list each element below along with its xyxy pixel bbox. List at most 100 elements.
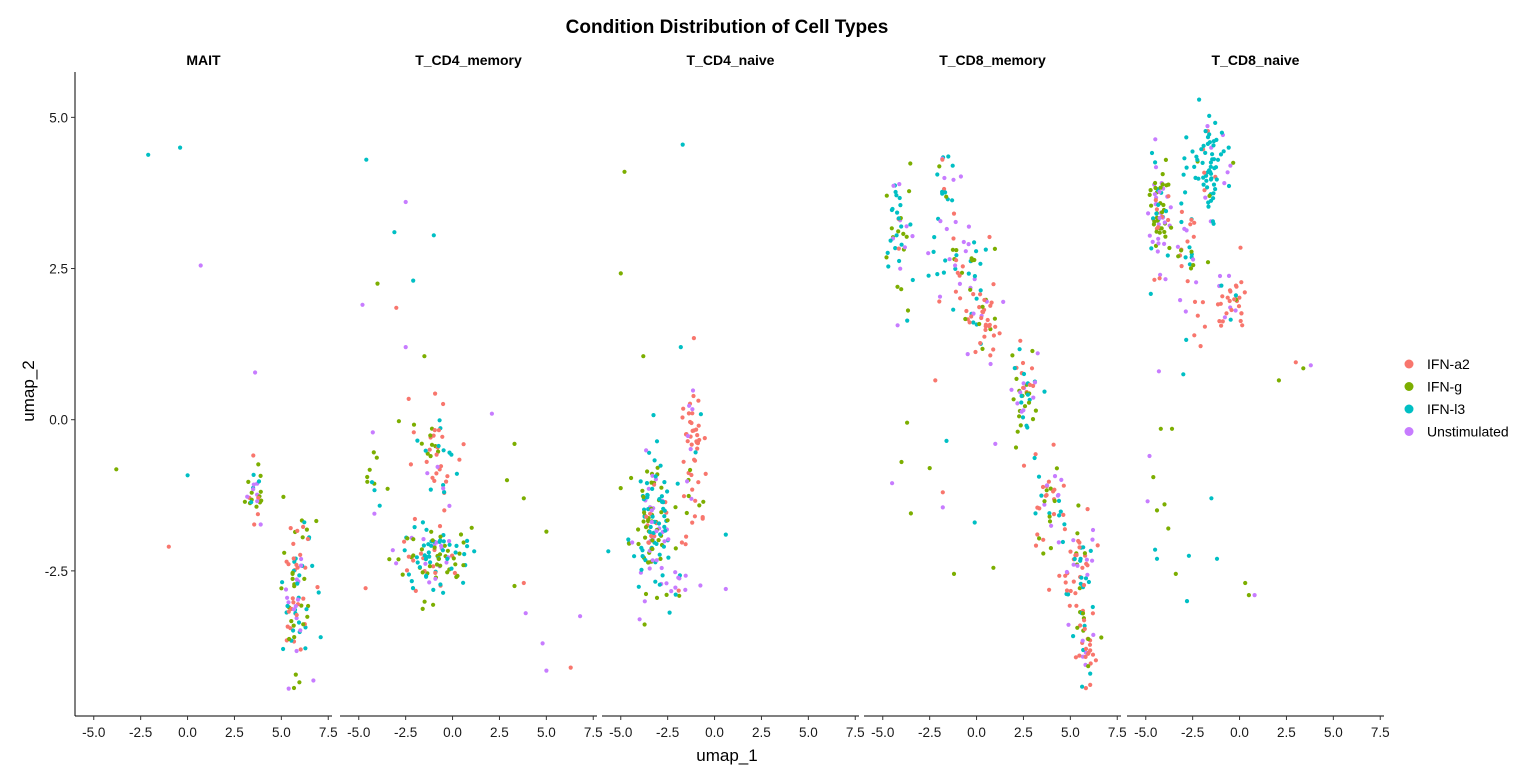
data-point	[1021, 385, 1026, 390]
data-point	[434, 471, 439, 476]
data-point	[1239, 311, 1244, 316]
data-point	[283, 587, 289, 592]
data-point	[445, 556, 450, 562]
data-point	[1090, 537, 1095, 542]
data-point	[907, 189, 912, 194]
data-point	[656, 521, 662, 526]
legend-label: Unstimulated	[1427, 424, 1509, 440]
data-point	[888, 238, 893, 243]
data-point	[363, 586, 368, 591]
data-point	[433, 391, 438, 396]
data-point	[1191, 257, 1196, 262]
data-point	[441, 483, 446, 488]
data-point	[1077, 653, 1082, 658]
data-point	[1059, 477, 1064, 482]
data-point	[974, 249, 979, 254]
data-point	[658, 556, 663, 562]
data-point	[692, 457, 697, 462]
chart-title: Condition Distribution of Cell Types	[566, 17, 889, 38]
data-point	[1217, 273, 1223, 279]
data-point	[1032, 380, 1038, 385]
data-point	[1154, 229, 1159, 234]
data-point	[1156, 236, 1161, 241]
data-point	[298, 552, 303, 558]
data-point	[686, 493, 691, 499]
data-point	[1067, 603, 1072, 608]
data-point	[963, 316, 968, 322]
data-point	[296, 620, 302, 625]
data-point	[1157, 189, 1162, 194]
data-point	[256, 495, 261, 500]
data-point	[458, 532, 464, 537]
data-point	[462, 552, 467, 557]
data-point	[991, 333, 997, 338]
data-point	[958, 296, 963, 301]
data-point	[1086, 636, 1091, 642]
data-point	[1063, 573, 1068, 578]
data-point	[681, 494, 687, 499]
data-point	[302, 520, 307, 525]
data-point	[973, 349, 978, 355]
data-point	[701, 499, 706, 504]
data-point	[427, 564, 432, 569]
data-point	[1165, 253, 1170, 258]
data-point	[1024, 423, 1029, 428]
data-point	[436, 443, 441, 449]
data-point	[251, 453, 256, 458]
x-tick-label: 2.5	[225, 725, 244, 740]
data-point	[294, 616, 299, 621]
data-point	[1051, 442, 1056, 447]
data-point	[1032, 455, 1037, 461]
data-point	[1033, 543, 1039, 548]
data-point	[390, 548, 395, 553]
data-point	[637, 617, 642, 622]
data-point	[652, 519, 657, 525]
data-point	[980, 304, 985, 309]
data-point	[454, 543, 459, 549]
data-point	[644, 448, 649, 453]
legend-key	[1404, 404, 1414, 414]
data-point	[1030, 417, 1036, 422]
data-point	[1192, 299, 1198, 304]
data-point	[402, 539, 407, 544]
data-point	[642, 622, 647, 627]
data-point	[1226, 273, 1232, 278]
data-point	[1037, 536, 1042, 541]
data-point	[884, 193, 889, 198]
data-point	[1075, 625, 1080, 630]
data-point	[437, 524, 443, 529]
data-point	[1246, 593, 1251, 598]
data-point	[438, 534, 443, 539]
data-point	[966, 224, 972, 229]
data-point	[1077, 545, 1082, 550]
data-point	[940, 490, 945, 495]
data-point	[1184, 165, 1189, 170]
data-point	[305, 614, 310, 619]
data-point	[683, 573, 688, 578]
x-tick-label: -2.5	[656, 725, 679, 740]
data-point	[1076, 503, 1081, 508]
data-point	[898, 203, 903, 208]
data-point	[1020, 415, 1026, 420]
data-point	[640, 548, 645, 553]
data-point	[657, 552, 662, 557]
data-point	[1207, 193, 1212, 198]
data-point	[461, 563, 466, 568]
data-point	[1166, 526, 1171, 531]
data-point	[646, 560, 651, 565]
data-point	[420, 606, 425, 612]
data-point	[419, 547, 424, 552]
data-point	[1184, 135, 1189, 140]
data-point	[1231, 160, 1236, 165]
data-point	[318, 635, 323, 640]
legend-item: Unstimulated	[1404, 424, 1509, 440]
data-point	[905, 420, 910, 425]
data-point	[1071, 538, 1076, 543]
data-point	[899, 287, 904, 292]
data-point	[953, 266, 958, 271]
x-tick-label: 2.5	[1014, 725, 1033, 740]
data-point	[641, 494, 646, 500]
data-point	[489, 411, 494, 416]
data-point	[1044, 488, 1049, 493]
data-point	[290, 576, 295, 582]
